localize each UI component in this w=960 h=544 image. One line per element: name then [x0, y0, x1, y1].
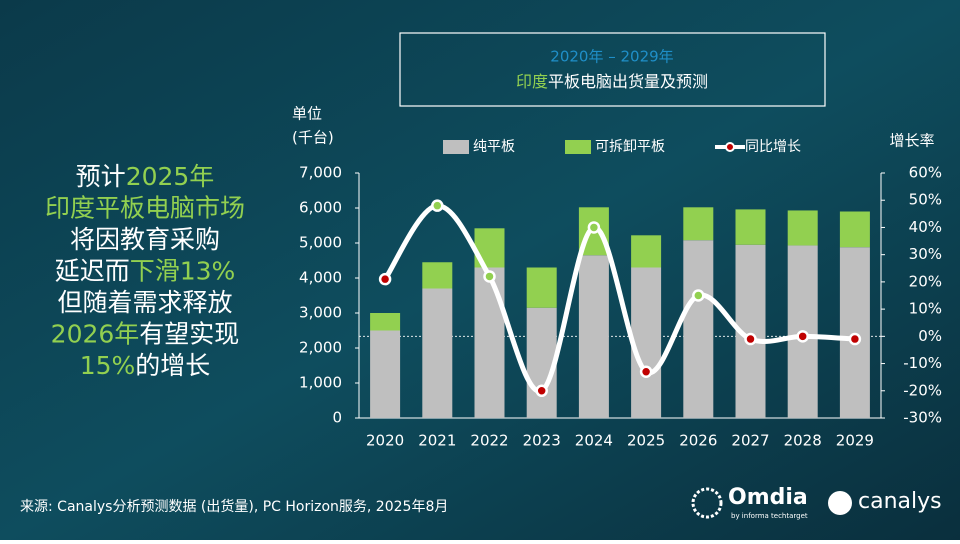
growth-marker — [744, 332, 757, 346]
growth-marker — [796, 330, 809, 343]
headline-line: 但随着需求释放 — [57, 288, 232, 317]
y-tick-label: 7,000 — [299, 164, 342, 182]
y2-tick-label: 40% — [909, 218, 942, 236]
canalys-icon — [828, 491, 852, 515]
growth-marker — [483, 270, 496, 283]
y-axis-title: (千台) — [292, 129, 334, 147]
legend-marker — [725, 142, 735, 152]
y-axis-title: 单位 — [292, 105, 322, 123]
x-tick-label: 2023 — [523, 432, 561, 450]
y2-tick-label: 30% — [909, 245, 942, 263]
y-tick-label: 6,000 — [299, 199, 342, 217]
omdia-logo: Omdia — [728, 485, 808, 510]
headline-line: 延迟而下滑13% — [55, 257, 236, 286]
headline-line: 印度平板电脑市场 — [45, 194, 245, 223]
x-tick-label: 2024 — [575, 432, 613, 450]
bar — [578, 255, 609, 418]
headline-part: 2026年 — [51, 320, 140, 349]
bar — [631, 267, 662, 418]
y-tick-label: 4,000 — [299, 269, 342, 287]
y2-tick-label: -20% — [903, 381, 942, 399]
y-tick-label: 1,000 — [299, 374, 342, 392]
headline-part: 但随着需求释放 — [57, 288, 232, 317]
headline-line: 15%的增长 — [80, 351, 211, 380]
headline-part: 下滑13% — [130, 257, 236, 286]
headline-line: 将因教育采购 — [70, 225, 220, 254]
x-tick-label: 2029 — [836, 432, 874, 450]
title-box — [399, 32, 826, 107]
x-tick-label: 2021 — [418, 432, 456, 450]
bar — [422, 288, 453, 418]
x-tick-label: 2028 — [784, 432, 822, 450]
y2-tick-label: 50% — [909, 191, 942, 209]
headline-line: 2026年有望实现 — [51, 320, 240, 349]
x-tick-label: 2026 — [679, 432, 717, 450]
legend-label: 纯平板 — [473, 139, 515, 155]
canalys-logo: canalys — [858, 489, 942, 514]
bar — [526, 267, 557, 308]
y-tick-label: 3,000 — [299, 304, 342, 322]
bar — [735, 209, 766, 245]
growth-marker — [431, 199, 444, 212]
source: 来源: Canalys分析预测数据 (出货量), PC Horizon服务, 2… — [20, 498, 448, 515]
x-tick-label: 2022 — [470, 432, 508, 450]
bar — [683, 207, 714, 241]
growth-marker — [692, 289, 705, 302]
growth-marker — [378, 272, 392, 286]
bar — [422, 262, 453, 289]
headline-line: 预计2025年 — [76, 162, 215, 191]
bar — [839, 211, 870, 248]
chart-title: 2020年 – 2029年 — [550, 48, 673, 66]
y2-tick-label: -30% — [903, 409, 942, 427]
bar — [370, 330, 401, 418]
legend-swatch — [443, 140, 469, 154]
bar — [683, 240, 714, 418]
x-tick-label: 2020 — [366, 432, 404, 450]
legend-label: 同比增长 — [745, 139, 801, 155]
growth-marker — [639, 365, 653, 378]
y2-tick-label: 10% — [909, 300, 942, 318]
y2-tick-label: -10% — [903, 354, 942, 372]
bar — [787, 210, 818, 246]
y-tick-label: 2,000 — [299, 339, 342, 357]
y2-tick-label: 0% — [918, 327, 942, 345]
omdia-icon — [691, 487, 723, 519]
headline-part: 有望实现 — [139, 320, 239, 349]
legend-label: 可拆卸平板 — [595, 139, 665, 155]
bar — [631, 235, 662, 268]
bar — [370, 313, 401, 331]
subtitle-part: 印度 — [516, 72, 548, 91]
headline-part: 的增长 — [135, 351, 210, 380]
headline-part: 印度平板电脑市场 — [45, 194, 245, 223]
headline-part: 2025年 — [126, 162, 215, 191]
y2-axis-title: 增长率 — [889, 132, 934, 150]
x-tick-label: 2025 — [627, 432, 665, 450]
subtitle-part: 平板电脑出货量及预测 — [548, 72, 708, 91]
x-tick-label: 2027 — [731, 432, 769, 450]
growth-marker — [587, 221, 601, 234]
bar — [839, 247, 870, 418]
headline-part: 延迟而 — [55, 257, 130, 286]
growth-marker — [535, 384, 548, 398]
y-tick-label: 5,000 — [299, 234, 342, 252]
y2-tick-label: 60% — [909, 164, 942, 182]
headline: 预计2025年印度平板电脑市场将因教育采购延迟而下滑13%但随着需求释放2026… — [45, 162, 245, 380]
headline-part: 将因教育采购 — [70, 225, 220, 254]
y-tick-label: 0 — [332, 409, 342, 427]
bar — [526, 307, 557, 418]
y2-tick-label: 20% — [909, 272, 942, 290]
legend-swatch — [565, 140, 591, 154]
chart-subtitle: 印度平板电脑出货量及预测 — [516, 72, 708, 91]
headline-part: 15% — [80, 351, 136, 380]
omdia-sub: by informa techtarget — [731, 512, 808, 520]
growth-marker — [848, 332, 862, 346]
bar — [474, 267, 505, 418]
headline-part: 预计 — [76, 162, 126, 191]
